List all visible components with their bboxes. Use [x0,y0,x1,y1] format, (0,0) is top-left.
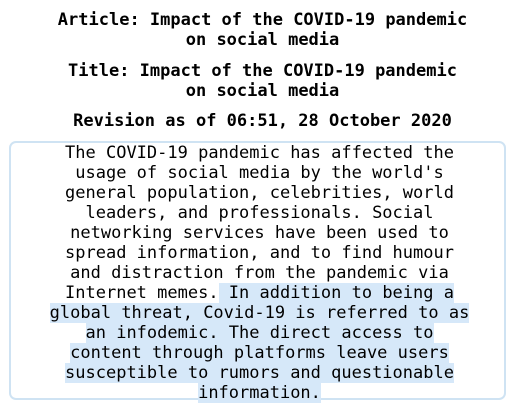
paragraph-text: leaders, and professionals. Social [85,203,434,223]
selected-text: In addition to being a [218,283,454,303]
paragraph-line: usage of social media by the world's [11,163,508,183]
paragraph-line: global threat, Covid-19 is referred to a… [11,303,508,323]
article-heading-line: Article: Impact of the COVID-19 pandemic [57,10,468,30]
paragraph-text: networking services have been used to [70,223,449,243]
paragraph-text: and distraction from the pandemic via [70,263,449,283]
paragraph-line: information. [11,383,508,403]
paragraph-text: The COVID-19 pandemic has affected the [65,143,454,163]
paragraph-line: Internet memes. In addition to being a [11,283,508,303]
article-paragraph[interactable]: The COVID-19 pandemic has affected the us… [11,143,508,403]
paragraph-text: usage of social media by the world's [75,163,444,183]
title-heading-line: Title: Impact of the COVID-19 pandemic [68,61,457,81]
title-heading-line: on social media [185,81,340,101]
paragraph-line: an infodemic. The direct access to [11,323,508,343]
article-heading: Article: Impact of the COVID-19 pandemic… [0,10,525,50]
paragraph-text: spread information, and to find humour [65,243,454,263]
paragraph-line: susceptible to rumors and questionable [11,363,508,383]
paragraph-line: and distraction from the pandemic via [11,263,508,283]
article-text-box[interactable]: The COVID-19 pandemic has affected the us… [9,141,508,403]
paragraph-text: Internet memes. [65,283,219,303]
article-heading-line: on social media [185,30,340,50]
selected-text: global threat, Covid-19 is referred to a… [49,303,470,323]
paragraph-line: general population, celebrities, world [11,183,508,203]
paragraph-line: spread information, and to find humour [11,243,508,263]
paragraph-line: networking services have been used to [11,223,508,243]
selected-text: information. [198,383,321,403]
paragraph-text: general population, celebrities, world [65,183,454,203]
selected-text: susceptible to rumors and questionable [65,363,454,383]
revision-heading: Revision as of 06:51, 28 October 2020 [73,111,452,131]
selected-text: content through platforms leave users [70,343,449,363]
paragraph-line: content through platforms leave users [11,343,508,363]
selected-text: an infodemic. The direct access to [85,323,434,343]
title-heading: Title: Impact of the COVID-19 pandemic o… [0,61,525,101]
paragraph-line: The COVID-19 pandemic has affected the [11,143,508,163]
paragraph-line: leaders, and professionals. Social [11,203,508,223]
